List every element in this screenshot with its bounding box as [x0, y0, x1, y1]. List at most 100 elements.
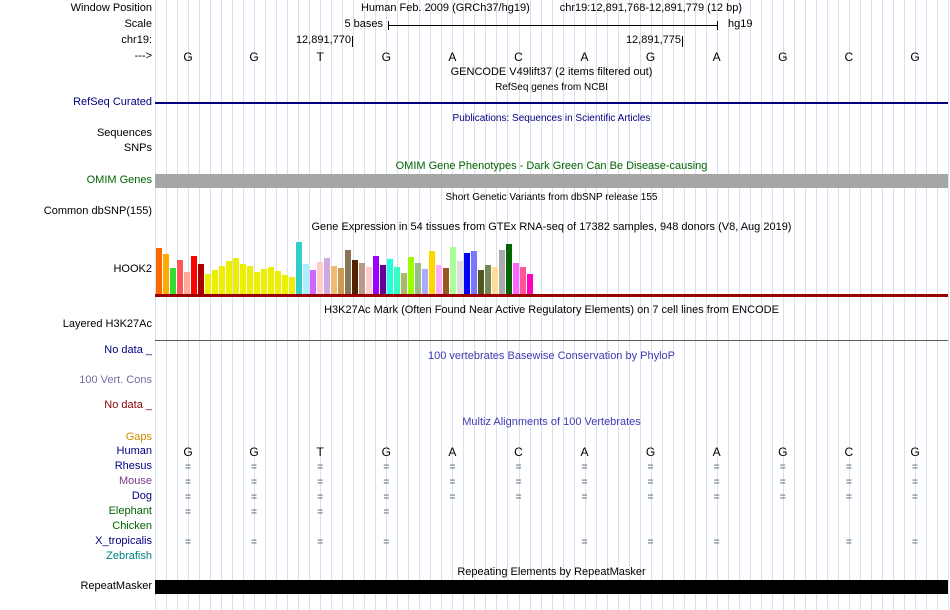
alignment-mark: = [647, 477, 654, 488]
gtex-expression-bar[interactable] [261, 269, 267, 294]
gtex-expression-bar[interactable] [226, 261, 232, 294]
species-label-elephant[interactable]: Elephant [108, 505, 152, 517]
gtex-expression-bar[interactable] [184, 272, 190, 294]
gtex-expression-bar[interactable] [527, 274, 533, 294]
species-label-mouse[interactable]: Mouse [118, 475, 152, 487]
gtex-expression-bar[interactable] [366, 267, 372, 294]
gtex-expression-bar[interactable] [233, 258, 239, 294]
alignment-mark: = [779, 477, 786, 488]
species-label-dog[interactable]: Dog [131, 490, 152, 502]
repeatmasker-bar[interactable] [155, 580, 948, 594]
phylop-track-title[interactable]: 100 vertebrates Basewise Conservation by… [427, 350, 676, 362]
gtex-expression-bar[interactable] [310, 270, 316, 294]
gtex-expression-bar[interactable] [408, 257, 414, 294]
gtex-expression-bar[interactable] [485, 265, 491, 294]
gtex-expression-bar[interactable] [338, 268, 344, 294]
omim-genes-label[interactable]: OMIM Genes [86, 174, 152, 186]
gtex-expression-bar[interactable] [205, 274, 211, 294]
gencode-track-title[interactable]: GENCODE V49lift37 (2 items filtered out) [450, 66, 653, 78]
gtex-expression-bar[interactable] [191, 256, 197, 294]
gtex-expression-bar[interactable] [422, 269, 428, 294]
species-label-zebrafish[interactable]: Zebrafish [106, 550, 152, 562]
gtex-expression-bar[interactable] [429, 251, 435, 294]
refseq-track-title[interactable]: RefSeq genes from NCBI [495, 82, 608, 93]
omim-gene-bar[interactable] [155, 174, 948, 188]
gtex-expression-bar[interactable] [345, 250, 351, 294]
gtex-expression-bar[interactable] [492, 267, 498, 294]
gtex-expression-bar[interactable] [275, 271, 281, 294]
gtex-expression-bar[interactable] [156, 248, 162, 294]
alignment-mark: = [383, 462, 390, 473]
snps-label[interactable]: SNPs [123, 142, 152, 154]
gtex-expression-bar[interactable] [380, 265, 386, 294]
gridline [386, 0, 388, 610]
sequences-label[interactable]: Sequences [96, 127, 152, 139]
gtex-gene-label[interactable]: HOOK2 [113, 263, 152, 275]
gtex-expression-bar[interactable] [415, 263, 421, 294]
gtex-expression-bar[interactable] [464, 253, 470, 294]
gtex-expression-bar[interactable] [443, 268, 449, 294]
gtex-expression-bar[interactable] [303, 264, 309, 294]
gtex-expression-bar[interactable] [352, 260, 358, 294]
species-label-chicken[interactable]: Chicken [112, 520, 152, 532]
gtex-expression-bar[interactable] [324, 258, 330, 294]
gtex-expression-bar[interactable] [387, 259, 393, 294]
h3k27ac-no-data: No data _ [104, 344, 152, 356]
omim-track-title[interactable]: OMIM Gene Phenotypes - Dark Green Can Be… [395, 160, 708, 172]
repeatmasker-label[interactable]: RepeatMasker [80, 580, 152, 592]
gtex-expression-bar[interactable] [212, 270, 218, 294]
alignment-mark: = [383, 492, 390, 503]
gtex-expression-bar[interactable] [163, 254, 169, 294]
refseq-curated-label[interactable]: RefSeq Curated [73, 96, 152, 108]
gtex-expression-bar[interactable] [254, 272, 260, 294]
multiz-gaps-label[interactable]: Gaps [125, 431, 152, 443]
gtex-track-title[interactable]: Gene Expression in 54 tissues from GTEx … [311, 221, 792, 233]
gtex-expression-bar[interactable] [373, 256, 379, 294]
gtex-expression-bar[interactable] [401, 273, 407, 294]
gtex-expression-bar[interactable] [219, 266, 225, 294]
dbsnp-label[interactable]: Common dbSNP(155) [43, 205, 152, 217]
gtex-expression-bar[interactable] [282, 275, 288, 294]
h3k27ac-label[interactable]: Layered H3K27Ac [62, 318, 152, 330]
gtex-expression-bar[interactable] [471, 251, 477, 294]
gtex-expression-bar[interactable] [520, 267, 526, 294]
gridline [540, 0, 542, 610]
gridline [628, 0, 630, 610]
refseq-track-line[interactable] [155, 102, 948, 104]
species-label-rhesus[interactable]: Rhesus [114, 460, 152, 472]
gtex-expression-bar[interactable] [247, 266, 253, 294]
gtex-expression-bar[interactable] [478, 270, 484, 294]
publications-track-title[interactable]: Publications: Sequences in Scientific Ar… [452, 113, 651, 124]
alignment-mark: = [779, 462, 786, 473]
species-label-human[interactable]: Human [116, 445, 152, 457]
gtex-expression-bar[interactable] [268, 267, 274, 294]
gtex-expression-bar[interactable] [331, 266, 337, 294]
gtex-expression-bar[interactable] [506, 244, 512, 294]
gtex-expression-bar[interactable] [289, 277, 295, 294]
alignment-mark: = [317, 537, 324, 548]
gtex-expression-bar[interactable] [240, 264, 246, 294]
h3k27ac-track-title[interactable]: H3K27Ac Mark (Often Found Near Active Re… [324, 304, 779, 316]
gtex-expression-bar[interactable] [513, 263, 519, 294]
gtex-expression-bar[interactable] [436, 265, 442, 294]
gtex-expression-bar[interactable] [394, 267, 400, 294]
gridline [529, 0, 531, 610]
gtex-expression-bar[interactable] [296, 242, 302, 294]
gtex-expression-bar[interactable] [499, 250, 505, 294]
dbsnp-track-title[interactable]: Short Genetic Variants from dbSNP releas… [445, 192, 658, 203]
gridline [804, 0, 806, 610]
gtex-expression-bar[interactable] [170, 268, 176, 294]
gtex-expression-bar[interactable] [177, 260, 183, 294]
repeatmasker-track-title[interactable]: Repeating Elements by RepeatMasker [457, 566, 646, 578]
species-label-x_tropicalis[interactable]: X_tropicalis [95, 535, 152, 547]
cons-track-label[interactable]: 100 Vert. Cons [79, 374, 152, 386]
gtex-expression-bar[interactable] [198, 264, 204, 294]
gtex-expression-bar[interactable] [457, 261, 463, 294]
gtex-expression-bar[interactable] [359, 263, 365, 294]
gridline [870, 0, 872, 610]
multiz-track-title[interactable]: Multiz Alignments of 100 Vertebrates [462, 416, 641, 428]
gtex-expression-bar[interactable] [317, 262, 323, 294]
strand-arrow[interactable]: ---> [134, 50, 152, 62]
gridline [298, 0, 300, 610]
gtex-expression-bar[interactable] [450, 247, 456, 294]
